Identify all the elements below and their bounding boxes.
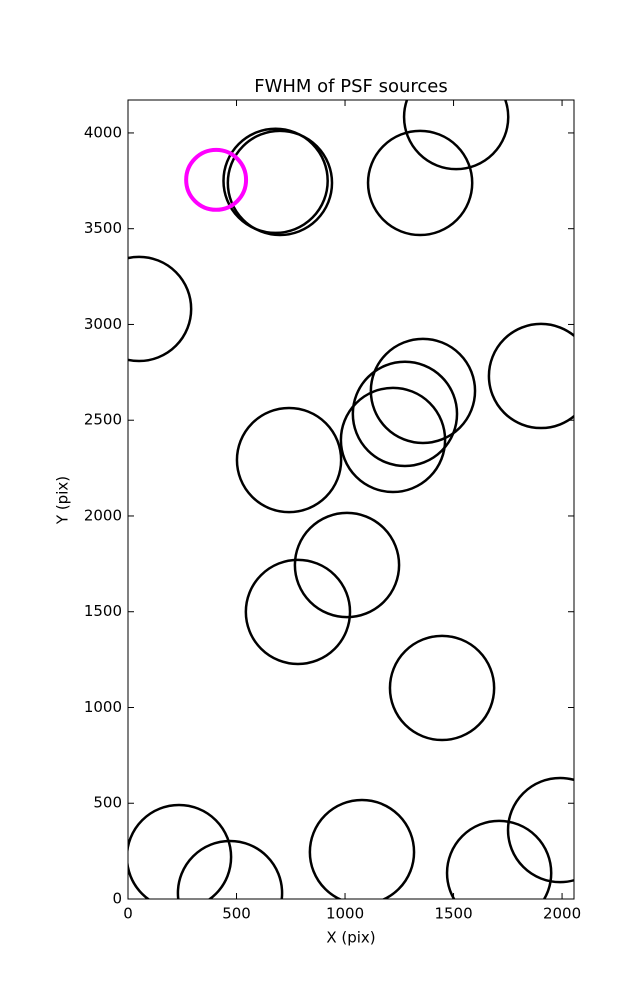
source-circle <box>388 634 496 742</box>
source-circle <box>369 337 477 445</box>
x-tick-label: 1500 <box>434 905 472 923</box>
y-axis-label: Y (pix) <box>54 476 72 525</box>
plot-area <box>128 100 574 899</box>
x-tick-label: 0 <box>123 905 133 923</box>
source-circle <box>487 322 574 430</box>
x-tick-label: 2000 <box>543 905 581 923</box>
ticks: 0 500 1000 1500 2000 0 500 1000 1500 2000 2500 3000… <box>84 100 581 923</box>
y-tick-label: 2000 <box>84 506 122 524</box>
y-tick-label: 4000 <box>84 123 122 141</box>
source-circle <box>308 798 416 899</box>
source-circle <box>128 255 193 363</box>
y-tick-label: 0 <box>112 890 122 908</box>
chart-title: FWHM of PSF sources <box>254 76 448 97</box>
source-circle <box>351 360 459 468</box>
source-circle <box>445 819 553 899</box>
x-tick-label: 500 <box>222 905 251 923</box>
source-circle <box>176 839 284 899</box>
source-circle <box>184 147 249 212</box>
y-tick-label: 2500 <box>84 411 122 429</box>
x-tick-label: 1000 <box>326 905 364 923</box>
source-circle <box>235 406 343 514</box>
source-circle <box>128 803 233 899</box>
source-circle <box>222 127 329 235</box>
source-circle <box>402 100 510 171</box>
source-circle <box>366 129 474 237</box>
y-tick-label: 3000 <box>84 315 122 333</box>
source-circle <box>339 386 447 494</box>
source-circle <box>244 558 352 666</box>
y-tick-label: 3500 <box>84 219 122 237</box>
source-circle <box>506 776 574 884</box>
plot-frame <box>127 99 575 900</box>
y-tick-label: 500 <box>93 794 122 812</box>
source-circle <box>226 129 334 237</box>
source-circle <box>293 511 401 619</box>
y-tick-label: 1000 <box>84 698 122 716</box>
y-tick-label: 1500 <box>84 602 122 620</box>
x-axis-label: X (pix) <box>326 929 375 947</box>
